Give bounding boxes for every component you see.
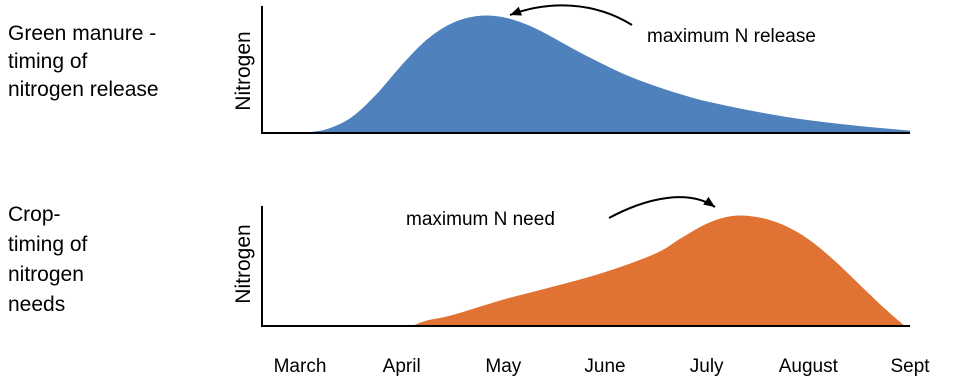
release-title-line-1: Green manure -: [8, 22, 156, 45]
need-annotation-arrow: [608, 196, 716, 219]
need-title-line-3: nitrogen: [8, 263, 84, 286]
month-tick-labels: March April May June July August Sept: [274, 356, 931, 377]
need-title-line-2: timing of: [8, 233, 88, 256]
release-annotation-arrow: [509, 4, 633, 26]
need-panel: Crop- timing of nitrogen needs Nitrogen …: [8, 196, 910, 327]
release-panel: Green manure - timing of nitrogen releas…: [8, 4, 910, 134]
release-annotation-arrowhead: [510, 6, 522, 16]
release-area: [300, 15, 910, 134]
x-tick-label: April: [383, 356, 421, 377]
release-annotation: maximum N release: [647, 26, 816, 47]
need-annotation: maximum N need: [406, 209, 555, 230]
release-title-line-2: timing of: [8, 50, 88, 73]
x-tick-label: March: [274, 356, 327, 377]
need-y-axis-label: Nitrogen: [232, 224, 255, 303]
x-tick-label: June: [584, 356, 625, 377]
x-tick-label: May: [485, 356, 521, 377]
release-y-axis-label: Nitrogen: [232, 31, 255, 110]
x-tick-label: Sept: [890, 356, 930, 377]
release-title-line-3: nitrogen release: [8, 78, 159, 101]
need-area: [411, 215, 905, 326]
need-title-line-4: needs: [8, 293, 65, 316]
need-annotation-arrowhead: [703, 196, 715, 207]
x-tick-label: August: [779, 356, 839, 377]
x-tick-label: July: [690, 356, 724, 377]
need-title-line-1: Crop-: [8, 203, 61, 226]
